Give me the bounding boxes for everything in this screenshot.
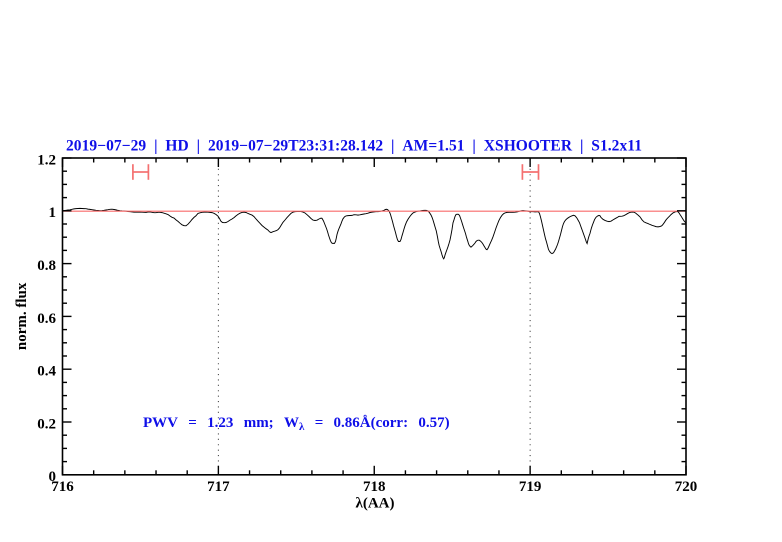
svg-text:0.8: 0.8 <box>37 258 56 274</box>
svg-text:718: 718 <box>363 479 386 495</box>
svg-text:0.2: 0.2 <box>37 416 56 432</box>
svg-text:1: 1 <box>49 205 57 221</box>
svg-text:2019−07−29 | HD | 2019−07−: 2019−07−29 | HD | 2019−07−29T23:31:28.14… <box>66 138 642 155</box>
svg-text:717: 717 <box>207 479 230 495</box>
svg-text:0: 0 <box>49 469 57 485</box>
svg-text:norm. flux: norm. flux <box>14 282 30 350</box>
svg-text:716: 716 <box>51 479 74 495</box>
svg-text:719: 719 <box>519 479 542 495</box>
svg-text:0.4: 0.4 <box>37 364 56 380</box>
svg-text:1.2: 1.2 <box>37 152 56 168</box>
svg-text:0.6: 0.6 <box>37 311 56 327</box>
svg-text:λ(AA): λ(AA) <box>355 496 394 512</box>
svg-text:720: 720 <box>675 479 698 495</box>
svg-text:PWV = 1.23 mm; Wλ = 0.86: PWV = 1.23 mm; Wλ = 0.86Å(corr: 0.57) <box>143 415 450 433</box>
